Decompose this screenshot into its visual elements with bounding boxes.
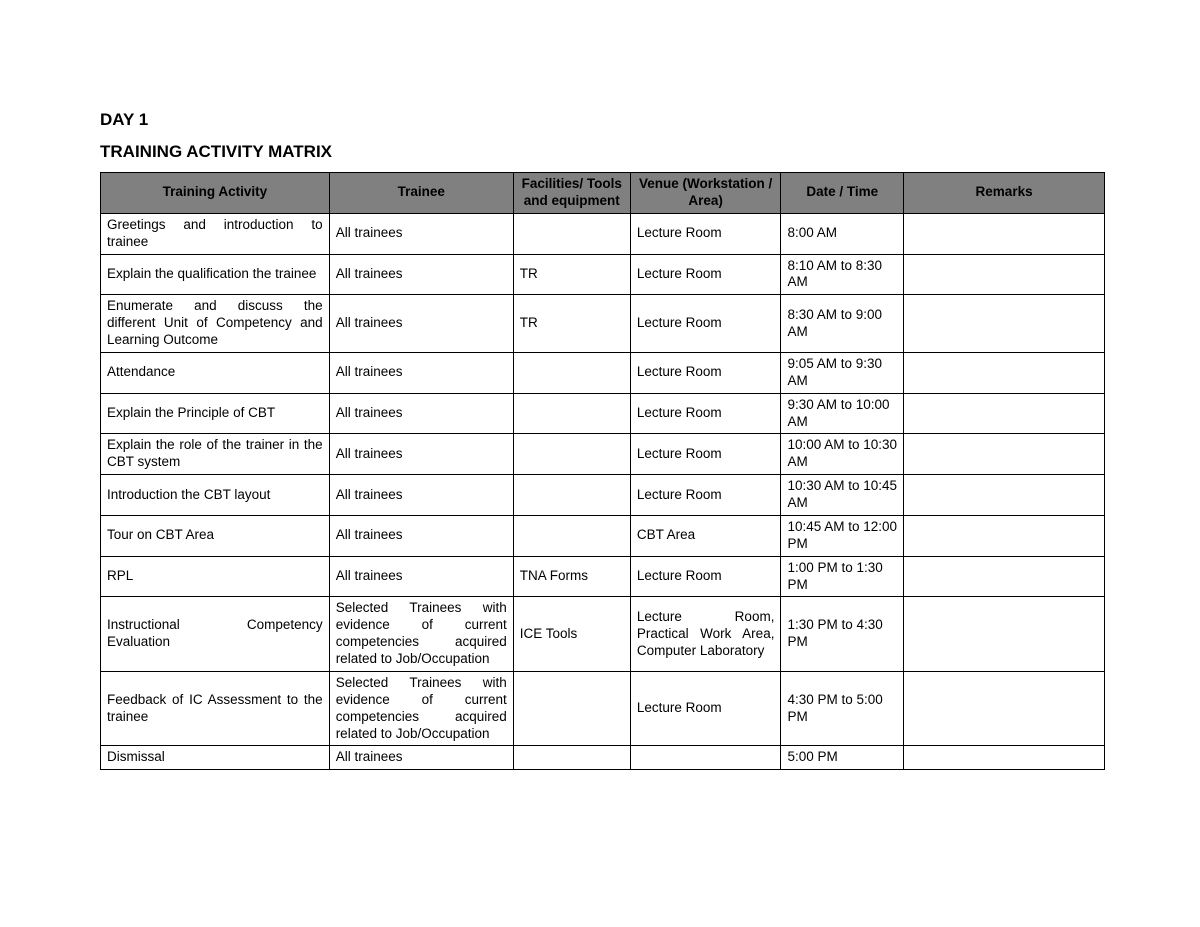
cell-datetime: 10:45 AM to 12:00 PM <box>781 515 904 556</box>
cell-tools <box>513 352 630 393</box>
table-row: RPLAll traineesTNA FormsLecture Room1:00… <box>101 556 1105 597</box>
cell-datetime: 1:30 PM to 4:30 PM <box>781 597 904 672</box>
cell-tools: TR <box>513 254 630 295</box>
cell-trainee: All trainees <box>329 254 513 295</box>
table-row: Explain the role of the trainer in the C… <box>101 434 1105 475</box>
table-header-row: Training Activity Trainee Facilities/ To… <box>101 173 1105 214</box>
cell-venue: Lecture Room, Practical Work Area, Compu… <box>630 597 781 672</box>
cell-remarks <box>904 671 1105 746</box>
cell-venue: Lecture Room <box>630 556 781 597</box>
matrix-title: TRAINING ACTIVITY MATRIX <box>100 142 1105 162</box>
table-row: Introduction the CBT layoutAll trainees L… <box>101 475 1105 516</box>
table-body: Greetings and introduction to traineeAll… <box>101 213 1105 770</box>
cell-trainee: All trainees <box>329 746 513 770</box>
col-activity: Training Activity <box>101 173 330 214</box>
cell-activity: Enumerate and discuss the different Unit… <box>101 295 330 353</box>
cell-venue <box>630 746 781 770</box>
cell-remarks <box>904 352 1105 393</box>
cell-activity: RPL <box>101 556 330 597</box>
cell-trainee: Selected Trainees with evidence of curre… <box>329 597 513 672</box>
cell-trainee: Selected Trainees with evidence of curre… <box>329 671 513 746</box>
cell-remarks <box>904 434 1105 475</box>
table-row: Explain the qualification the traineeAll… <box>101 254 1105 295</box>
cell-tools: ICE Tools <box>513 597 630 672</box>
cell-trainee: All trainees <box>329 393 513 434</box>
table-row: Feedback of IC Assessment to the trainee… <box>101 671 1105 746</box>
cell-trainee: All trainees <box>329 213 513 254</box>
cell-activity: Tour on CBT Area <box>101 515 330 556</box>
cell-remarks <box>904 475 1105 516</box>
cell-trainee: All trainees <box>329 475 513 516</box>
cell-activity: Introduction the CBT layout <box>101 475 330 516</box>
cell-tools <box>513 434 630 475</box>
cell-datetime: 8:30 AM to 9:00 AM <box>781 295 904 353</box>
cell-datetime: 5:00 PM <box>781 746 904 770</box>
table-row: Instructional Competency EvaluationSelec… <box>101 597 1105 672</box>
cell-remarks <box>904 515 1105 556</box>
cell-datetime: 9:30 AM to 10:00 AM <box>781 393 904 434</box>
table-row: AttendanceAll trainees Lecture Room9:05 A… <box>101 352 1105 393</box>
cell-trainee: All trainees <box>329 352 513 393</box>
table-row: DismissalAll trainees 5:00 PM <box>101 746 1105 770</box>
cell-tools <box>513 213 630 254</box>
table-row: Explain the Principle of CBTAll trainees… <box>101 393 1105 434</box>
cell-datetime: 9:05 AM to 9:30 AM <box>781 352 904 393</box>
cell-remarks <box>904 295 1105 353</box>
cell-remarks <box>904 556 1105 597</box>
cell-venue: Lecture Room <box>630 213 781 254</box>
cell-tools: TNA Forms <box>513 556 630 597</box>
cell-venue: Lecture Room <box>630 393 781 434</box>
col-tools: Facilities/ Tools and equipment <box>513 173 630 214</box>
cell-activity: Explain the role of the trainer in the C… <box>101 434 330 475</box>
training-activity-matrix: Training Activity Trainee Facilities/ To… <box>100 172 1105 770</box>
cell-activity: Attendance <box>101 352 330 393</box>
cell-activity: Instructional Competency Evaluation <box>101 597 330 672</box>
cell-venue: Lecture Room <box>630 295 781 353</box>
cell-activity: Explain the qualification the trainee <box>101 254 330 295</box>
cell-remarks <box>904 213 1105 254</box>
cell-remarks <box>904 746 1105 770</box>
col-trainee: Trainee <box>329 173 513 214</box>
cell-venue: CBT Area <box>630 515 781 556</box>
cell-datetime: 4:30 PM to 5:00 PM <box>781 671 904 746</box>
cell-datetime: 8:10 AM to 8:30 AM <box>781 254 904 295</box>
cell-tools <box>513 475 630 516</box>
cell-activity: Explain the Principle of CBT <box>101 393 330 434</box>
cell-remarks <box>904 393 1105 434</box>
cell-tools <box>513 671 630 746</box>
cell-datetime: 10:30 AM to 10:45 AM <box>781 475 904 516</box>
cell-venue: Lecture Room <box>630 671 781 746</box>
cell-trainee: All trainees <box>329 434 513 475</box>
table-row: Greetings and introduction to traineeAll… <box>101 213 1105 254</box>
cell-venue: Lecture Room <box>630 254 781 295</box>
table-row: Enumerate and discuss the different Unit… <box>101 295 1105 353</box>
cell-tools <box>513 746 630 770</box>
cell-trainee: All trainees <box>329 556 513 597</box>
cell-datetime: 10:00 AM to 10:30 AM <box>781 434 904 475</box>
cell-remarks <box>904 597 1105 672</box>
col-remarks: Remarks <box>904 173 1105 214</box>
cell-venue: Lecture Room <box>630 475 781 516</box>
col-datetime: Date / Time <box>781 173 904 214</box>
cell-activity: Dismissal <box>101 746 330 770</box>
table-row: Tour on CBT AreaAll trainees CBT Area10:4… <box>101 515 1105 556</box>
cell-venue: Lecture Room <box>630 434 781 475</box>
cell-tools <box>513 393 630 434</box>
day-heading: DAY 1 <box>100 110 1105 130</box>
cell-tools <box>513 515 630 556</box>
cell-remarks <box>904 254 1105 295</box>
cell-datetime: 1:00 PM to 1:30 PM <box>781 556 904 597</box>
cell-trainee: All trainees <box>329 515 513 556</box>
cell-tools: TR <box>513 295 630 353</box>
cell-trainee: All trainees <box>329 295 513 353</box>
col-venue: Venue (Workstation / Area) <box>630 173 781 214</box>
cell-venue: Lecture Room <box>630 352 781 393</box>
cell-datetime: 8:00 AM <box>781 213 904 254</box>
cell-activity: Greetings and introduction to trainee <box>101 213 330 254</box>
document-page: DAY 1 TRAINING ACTIVITY MATRIX Training … <box>0 0 1200 810</box>
cell-activity: Feedback of IC Assessment to the trainee <box>101 671 330 746</box>
